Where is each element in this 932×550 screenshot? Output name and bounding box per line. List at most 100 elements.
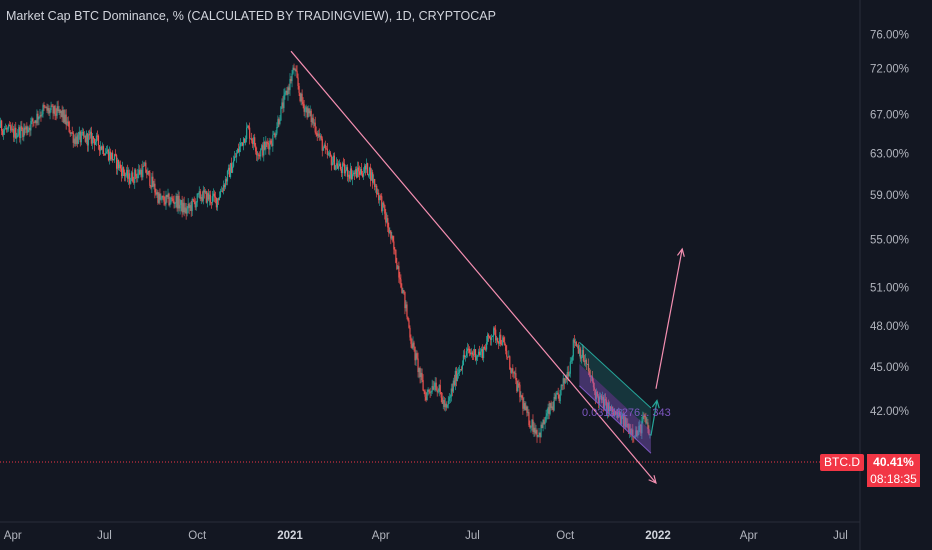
candle-body	[513, 371, 515, 374]
candle-body	[629, 428, 631, 434]
candle-body	[364, 165, 366, 174]
candle-body	[118, 159, 120, 169]
candle-body	[220, 190, 223, 192]
candle-body	[299, 92, 301, 102]
candle-body	[388, 227, 390, 233]
candle-body	[389, 230, 391, 233]
candle-body	[67, 121, 69, 123]
candle-body	[366, 163, 368, 170]
candle-body	[24, 127, 26, 130]
candle-body	[591, 376, 594, 382]
candle-body	[582, 349, 584, 361]
candle-body	[327, 153, 329, 155]
candle-body	[338, 163, 341, 167]
candle-body	[103, 154, 106, 156]
candle-body	[205, 191, 207, 203]
candle-body	[469, 352, 472, 354]
candle-body	[48, 108, 50, 114]
candle-body	[470, 352, 473, 354]
x-tick-label: 2022	[645, 530, 671, 542]
candle-body	[187, 203, 189, 209]
candle-body	[408, 320, 410, 328]
candle-body	[30, 121, 32, 131]
candle-body	[463, 355, 466, 358]
x-axis[interactable]: Apr Jul Oct 2021 Apr Jul Oct 2022 Apr Jul	[4, 530, 848, 542]
candle-body	[394, 249, 396, 251]
channel-lower-line[interactable]	[579, 385, 652, 454]
candle-body	[577, 345, 579, 354]
candle-body	[284, 92, 286, 95]
candle-body	[289, 79, 291, 91]
candle-body	[192, 199, 194, 201]
candle-body	[270, 140, 272, 144]
candle-body	[612, 406, 614, 412]
candle-body	[171, 197, 173, 199]
candle-body	[249, 127, 251, 139]
candle-body	[523, 403, 525, 409]
candle-body	[38, 116, 40, 120]
candle-body	[615, 411, 617, 415]
candle-body	[74, 138, 76, 144]
candle-body	[453, 380, 455, 386]
candle-body	[198, 191, 200, 194]
candle-body	[156, 192, 158, 195]
candle-body	[152, 176, 154, 187]
candle-body	[235, 153, 238, 158]
candle-body	[511, 368, 513, 373]
candle-body	[157, 192, 159, 203]
candle-body	[88, 134, 90, 136]
trendline[interactable]	[290, 50, 657, 484]
candle-body	[19, 127, 21, 139]
candle-body	[297, 77, 299, 86]
symbol-badge[interactable]: BTC.D	[820, 454, 864, 471]
candle-body	[545, 415, 547, 422]
candle-body	[298, 85, 300, 93]
candle-body	[34, 120, 36, 123]
candle-body	[339, 163, 342, 170]
candle-body	[551, 406, 553, 409]
candle-body	[42, 105, 44, 115]
candle-body	[482, 346, 485, 359]
candle-body	[203, 190, 205, 193]
channel-upper-line[interactable]	[579, 341, 652, 409]
candle-body	[41, 114, 43, 116]
candle-body	[441, 397, 443, 404]
candle-body	[329, 152, 331, 157]
y-axis[interactable]: 76.00% 72.00% 67.00% 63.00% 59.00% 55.00% 51.0…	[870, 29, 909, 490]
candle-body	[563, 378, 565, 384]
candle-body	[179, 205, 181, 209]
channel-lower-fill	[579, 364, 651, 454]
candle-body	[165, 194, 167, 205]
candle-body	[170, 197, 172, 203]
candle-body	[32, 118, 34, 122]
candle-body	[423, 390, 425, 392]
candle-body	[433, 387, 435, 390]
y-tick-label: 59.00%	[870, 190, 909, 202]
arrow-line[interactable]	[650, 400, 658, 436]
last-price-badge: 40.41%	[867, 454, 920, 471]
candle-body	[607, 402, 610, 412]
candle-body	[385, 213, 387, 223]
candle-body	[251, 138, 253, 141]
candle-body	[451, 388, 453, 392]
candle-body	[229, 163, 232, 178]
candle-body	[375, 185, 377, 187]
candle-body	[206, 193, 208, 203]
candle-body	[94, 141, 97, 145]
candle-body	[500, 334, 502, 345]
candle-body	[518, 383, 520, 385]
candle-body	[631, 429, 633, 435]
candle-body	[646, 422, 648, 424]
candle-body	[102, 146, 105, 155]
candle-body	[278, 119, 280, 124]
candle-body	[402, 290, 404, 294]
candle-body	[340, 169, 343, 174]
candle-body	[99, 146, 102, 151]
candle-body	[286, 90, 288, 95]
candle-body	[357, 167, 360, 172]
candle-body	[458, 369, 460, 373]
candle-body	[374, 179, 376, 187]
candle-body	[211, 196, 213, 203]
arrow-line[interactable]	[655, 248, 683, 389]
